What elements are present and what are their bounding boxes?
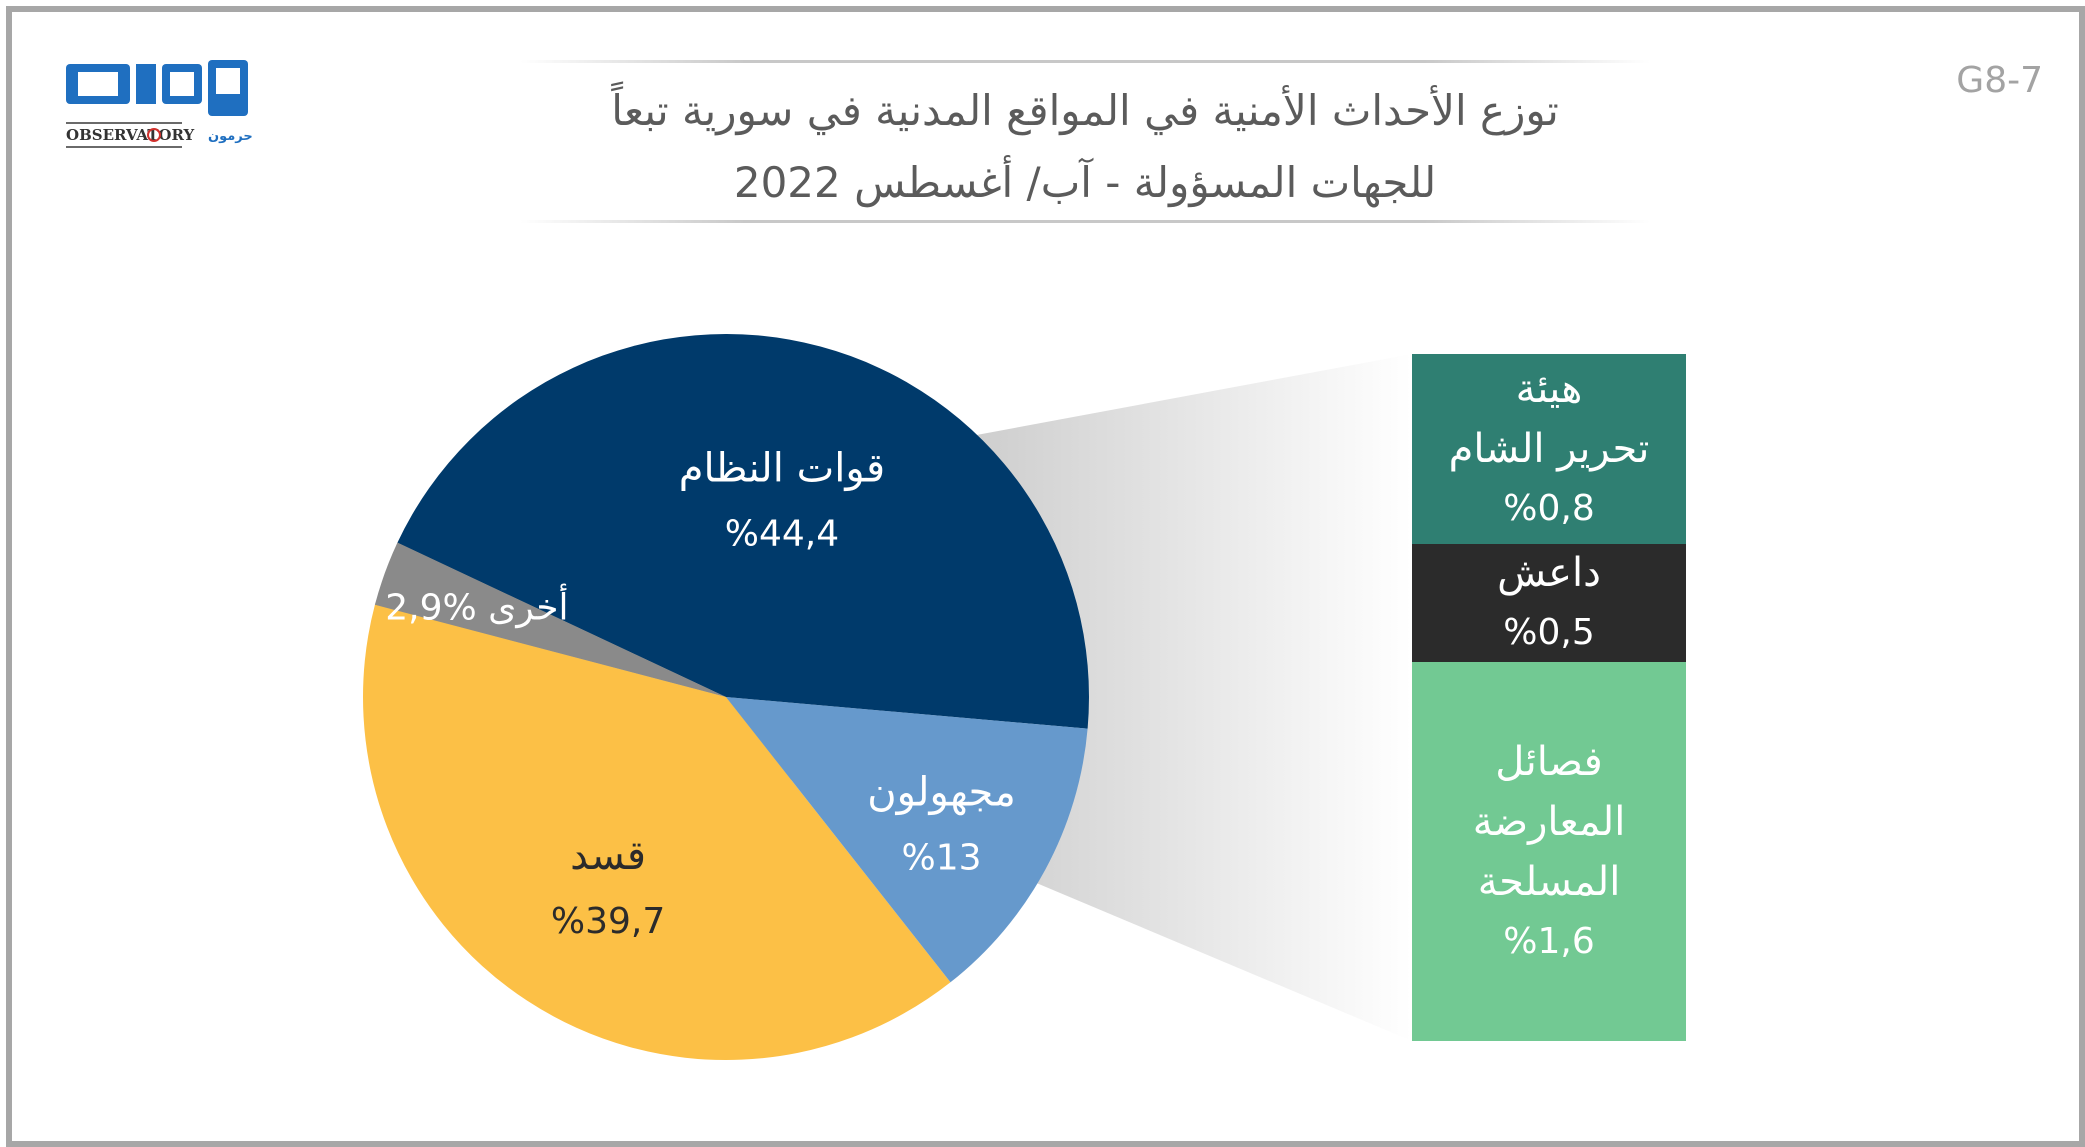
title-line-2: للجهات المسؤولة - آب/ أغسطس 2022: [733, 158, 1437, 207]
slice-label-sdf: قسد: [570, 833, 646, 879]
breakdown-segment-isis: داعش %0,5: [1412, 544, 1686, 662]
slice-value-regime: %44,4: [725, 513, 839, 554]
title-top-rule: [520, 60, 1650, 63]
slice-value-sdf: %39,7: [551, 901, 665, 942]
breakdown-label-isis: داعش: [1497, 550, 1601, 596]
title-bottom-rule: [520, 220, 1650, 223]
observatory-logo: OBSERVATORY حرمون: [66, 60, 253, 148]
logo-latin-text: OBSERVATORY: [66, 126, 194, 144]
pie-slice-unknown: [726, 697, 1088, 983]
slice-label-other: أخرى %2,9: [385, 584, 568, 629]
breakdown-value-hts: %0,8: [1503, 488, 1595, 529]
title-line-1: توزع الأحداث الأمنية في المواقع المدنية …: [611, 86, 1559, 135]
pie-slice-sdf: [362, 604, 951, 1060]
pie-slice-regime: [397, 334, 1090, 729]
breakdown-value-isis: %0,5: [1503, 612, 1595, 653]
breakdown-label-opposition: فصائل المعارضة المسلحة: [1472, 738, 1626, 905]
breakdown-segment-opposition: فصائل المعارضة المسلحة %1,6: [1412, 662, 1686, 1041]
slice-label-unknown: مجهولون: [867, 770, 1016, 816]
slice-value-unknown: %13: [902, 838, 982, 879]
breakdown-label-hts: هيئة تحرير الشام: [1448, 366, 1650, 472]
logo-arabic-sub: حرمون: [208, 129, 253, 144]
breakdown-value-opposition: %1,6: [1503, 920, 1595, 962]
pie-slice-other: [374, 542, 726, 697]
chart-title: توزع الأحداث الأمنية في المواقع المدنية …: [520, 60, 1650, 230]
slice-label-regime: قوات النظام: [679, 445, 885, 491]
breakdown-segment-hts: هيئة تحرير الشام %0,8: [1412, 354, 1686, 544]
figure-code: G8-7: [1956, 60, 2043, 101]
